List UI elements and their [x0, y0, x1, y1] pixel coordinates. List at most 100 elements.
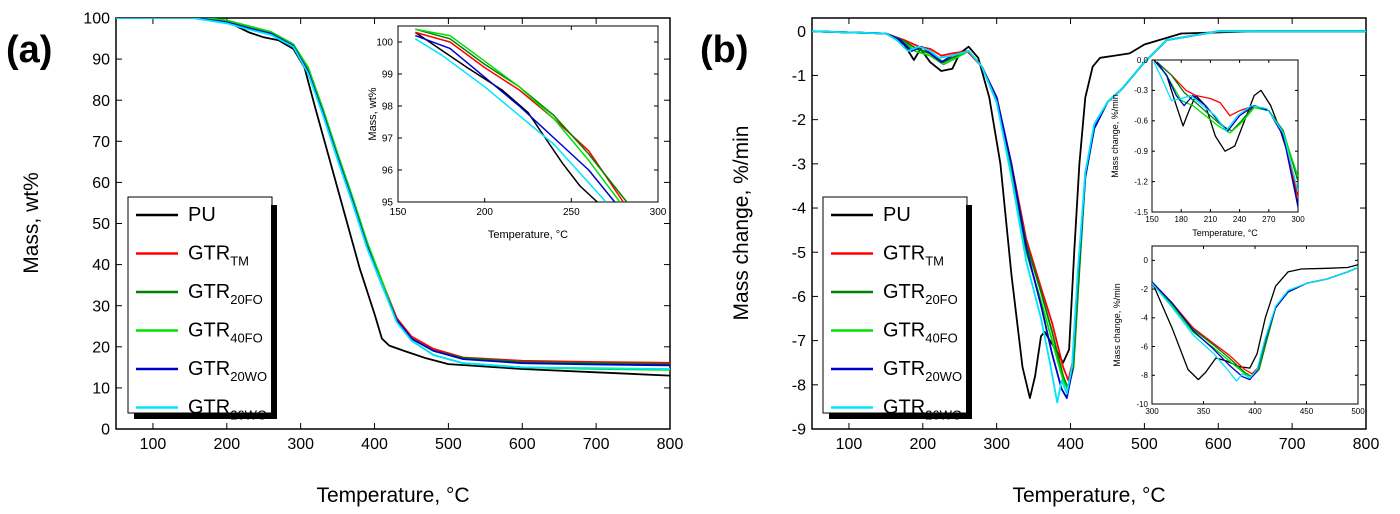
x-tick-label: 600	[509, 436, 536, 453]
x-tick-label: 300	[983, 436, 1010, 453]
x-tick-label: 240	[1233, 215, 1247, 224]
y-tick-label: 30	[92, 298, 110, 315]
y-tick-label: 98	[382, 102, 394, 113]
legend-subscript: 20FO	[925, 292, 958, 307]
series-line	[1153, 60, 1298, 208]
x-tick-label: 100	[836, 436, 863, 453]
series-line	[116, 18, 670, 370]
panel-a-tag: (a)	[6, 29, 52, 71]
x-tick-label: 250	[563, 207, 580, 218]
legend-subscript: 20WO	[230, 369, 267, 384]
y-tick-label: 70	[92, 134, 110, 151]
panel-a: (a) 100 200 300 400 500 600 700 800 0 10 20 30 40 50 6…	[6, 11, 683, 507]
y-tick-label: -8	[1141, 371, 1149, 380]
y-tick-label: -0.3	[1134, 86, 1148, 95]
y-tick-label: -10	[1136, 400, 1148, 409]
y-tick-label: -8	[792, 377, 806, 394]
panel-a-inset-ylabel: Mass, wt%	[367, 87, 379, 140]
legend-name: GTR	[188, 397, 230, 419]
y-tick-label: -9	[792, 422, 806, 439]
legend-name: GTR	[883, 281, 925, 303]
panel-a-ylabel: Mass, wt%	[20, 172, 43, 274]
y-tick-label: 99	[382, 70, 394, 81]
x-tick-label: 300	[1291, 215, 1305, 224]
panel-a-legend-shadow	[134, 205, 277, 419]
legend-subscript: 20WO	[230, 408, 267, 423]
panel-b-lines	[812, 30, 1366, 404]
y-tick-label: 0	[1144, 256, 1149, 265]
y-tick-label: 90	[92, 52, 110, 69]
legend-name: GTR	[188, 320, 230, 342]
legend-label: GTRTM	[188, 243, 249, 269]
legend-name: GTR	[883, 320, 925, 342]
panel-b-inset-top-frame	[1151, 59, 1299, 213]
series-line	[116, 18, 670, 377]
panel-b-tag: (b)	[700, 29, 749, 71]
x-tick-label: 600	[1205, 436, 1232, 453]
x-tick-label: 400	[361, 436, 388, 453]
panel-a-inset: 150 200 250 300 95 96 97 98 99 100 Temperature, °…	[367, 25, 667, 241]
legend-subscript: 40FO	[230, 331, 263, 346]
y-tick-label: 0.0	[1137, 56, 1149, 65]
y-tick-label: -6	[792, 289, 806, 306]
legend-name: GTR	[883, 397, 925, 419]
series-line	[415, 28, 621, 202]
legend-subscript: TM	[230, 254, 249, 269]
y-tick-label: 20	[92, 339, 110, 356]
x-tick-label: 270	[1262, 215, 1276, 224]
y-tick-label: 80	[92, 93, 110, 110]
y-tick-label: -2	[792, 112, 806, 129]
panel-b-plot-frame	[811, 17, 1367, 430]
panel-b-xlabel: Temperature, °C	[1012, 484, 1165, 507]
panel-b-inset-bottom-frame	[1151, 245, 1359, 405]
y-tick-label: 50	[92, 216, 110, 233]
panel-a-inset-xlabel: Temperature, °C	[488, 229, 568, 241]
y-tick-label: -0.6	[1134, 117, 1148, 126]
legend-subscript: TM	[925, 254, 944, 269]
series-line	[1152, 264, 1358, 381]
y-tick-label: -7	[792, 333, 806, 350]
legend-subscript: 20FO	[230, 292, 263, 307]
legend-label: GTR40FO	[883, 320, 958, 346]
x-tick-label: 700	[1279, 436, 1306, 453]
series-line	[1152, 266, 1358, 382]
y-tick-label: -6	[1141, 342, 1149, 351]
legend-label: GTR20FO	[883, 281, 958, 307]
x-tick-label: 400	[1057, 436, 1084, 453]
legend-name: GTR	[188, 281, 230, 303]
x-tick-label: 500	[1351, 407, 1365, 416]
legend-label: GTR20WO	[188, 397, 267, 423]
x-tick-label: 450	[1300, 407, 1314, 416]
panel-b-inset-top: 150 180 210 240 270 300 0.0 -0.3 -0.6 -0.9 -1.2 -1.…	[1110, 56, 1305, 238]
y-tick-label: 0	[797, 24, 806, 41]
x-tick-label: 700	[583, 436, 610, 453]
y-tick-label: -4	[1141, 314, 1149, 323]
y-tick-label: -1.2	[1134, 177, 1148, 186]
panel-b-legend-box	[822, 196, 968, 414]
y-tick-label: 96	[382, 166, 394, 177]
x-tick-label: 200	[476, 207, 493, 218]
legend-name: PU	[883, 204, 911, 226]
y-tick-label: 60	[92, 175, 110, 192]
panel-b-inset-top-xlabel: Temperature, °C	[1192, 228, 1258, 238]
x-tick-label: 800	[1353, 436, 1380, 453]
panel-a-legend-box	[127, 196, 273, 414]
panel-b-inset-bottom-ylabel: Mass change, %/min	[1112, 283, 1122, 367]
panel-a-xlabel: Temperature, °C	[316, 484, 469, 507]
y-tick-label: 10	[92, 381, 110, 398]
x-tick-label: 300	[650, 207, 667, 218]
panel-b: (b) 100 200 300 400 500 600 700 800 0 -1 -2 -3 -4 -5 -…	[700, 17, 1380, 507]
x-tick-label: 300	[1145, 407, 1159, 416]
y-tick-label: -1.5	[1134, 208, 1148, 217]
y-tick-label: -5	[792, 245, 806, 262]
legend-label: PU	[883, 204, 911, 226]
y-tick-label: -0.9	[1134, 147, 1148, 156]
x-tick-label: 350	[1197, 407, 1211, 416]
x-tick-label: 500	[1131, 436, 1158, 453]
series-line	[415, 31, 624, 202]
x-tick-label: 180	[1175, 215, 1189, 224]
